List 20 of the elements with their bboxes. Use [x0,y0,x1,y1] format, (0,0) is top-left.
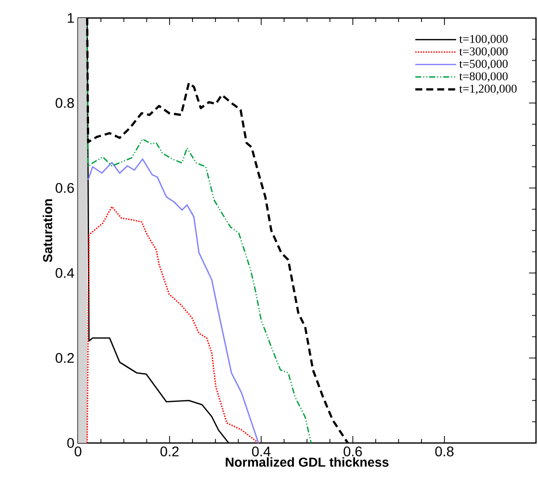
y-tick-label: 0.6 [56,183,74,193]
legend-label: t=1,200,000 [459,84,517,94]
line-series [87,158,260,444]
y-tick-label: 0.2 [56,353,74,363]
x-axis-title: Normalized GDL thickness [226,457,389,467]
x-tick-label: 0.2 [160,446,179,456]
y-axis-title: Saturation [42,199,52,262]
legend-label: t=800,000 [459,72,508,82]
y-tick-label: 0 [67,438,74,448]
x-tick-label: 0.6 [344,446,362,456]
y-tick-label: 0.4 [56,268,74,278]
x-tick-label: 0 [74,446,82,456]
line-series [86,206,260,444]
y-tick-label: 0.8 [56,98,74,108]
y-tick-label: 1 [68,13,74,23]
legend-label: t=500,000 [459,60,508,70]
legend-label: t=300,000 [459,47,508,58]
legend-label: t=100,000 [459,34,508,45]
x-tick-label: 0.8 [435,446,454,456]
x-tick-label: 0.4 [252,446,270,456]
